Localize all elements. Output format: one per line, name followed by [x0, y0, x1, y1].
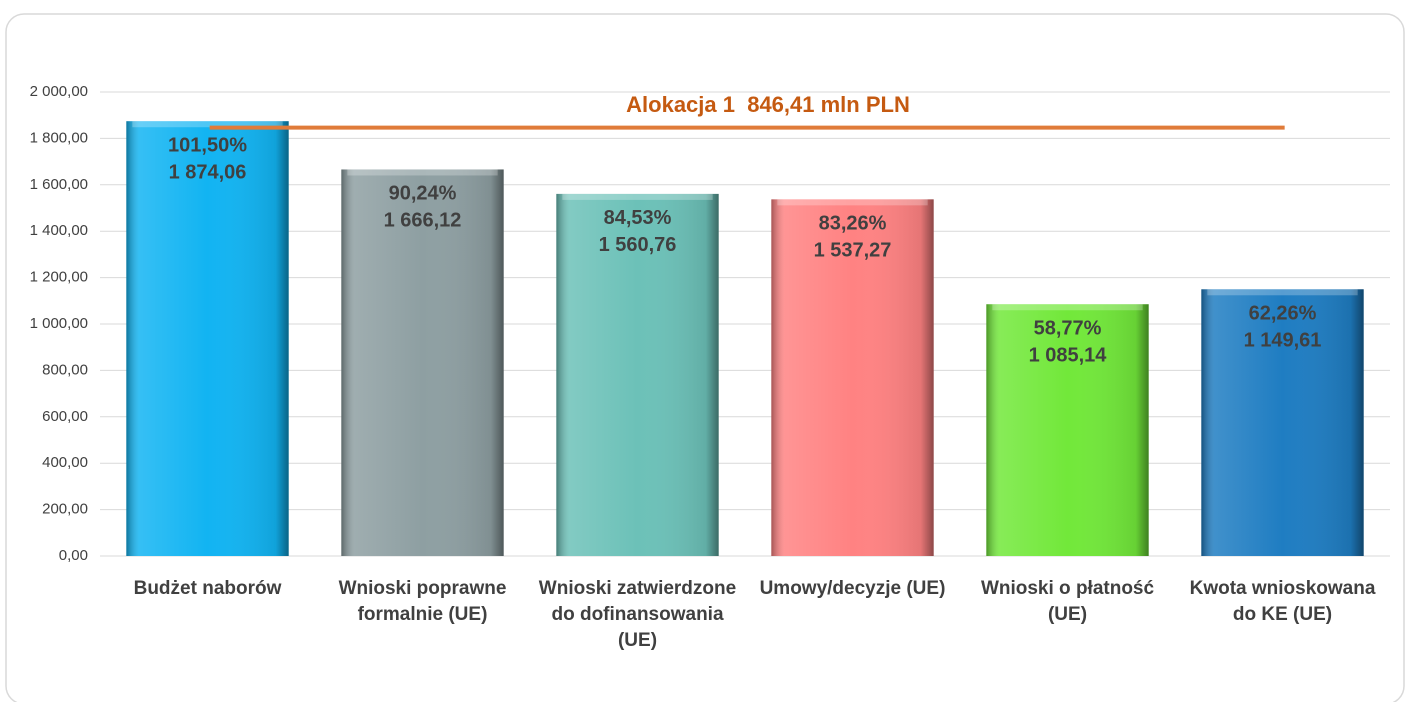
bar-shade [126, 121, 289, 556]
value-label: 1 666,12 [384, 210, 462, 232]
bar-top-highlight [347, 169, 498, 176]
annotation: Alokacja 1 846,41 mln PLN [626, 92, 910, 117]
bar-top-highlight [132, 121, 283, 128]
y-tick-label: 800,00 [42, 361, 88, 378]
percentage-label: 83,26% [819, 213, 887, 235]
y-tick-label: 1 800,00 [30, 129, 88, 146]
y-tick-label: 1 000,00 [30, 315, 88, 332]
y-tick-label: 600,00 [42, 408, 88, 425]
percentage-label: 84,53% [604, 207, 672, 229]
y-tick-label: 0,00 [59, 547, 88, 564]
value-label: 1 560,76 [599, 234, 677, 256]
chart-frame [5, 13, 1405, 702]
value-label: 1 085,14 [1029, 345, 1108, 367]
percentage-label: 90,24% [389, 183, 457, 205]
percentage-label: 101,50% [168, 134, 247, 156]
y-tick-label: 1 600,00 [30, 176, 88, 193]
x-tick-label: Wnioski poprawne formalnie (UE) [338, 578, 507, 625]
bar-shade [1201, 289, 1364, 556]
y-tick-label: 1 200,00 [30, 269, 88, 286]
y-tick-label: 1 400,00 [30, 222, 88, 239]
value-label: 1 149,61 [1244, 330, 1322, 352]
bar-shade [771, 199, 934, 556]
y-tick-label: 2 000,00 [30, 83, 88, 100]
x-tick-label: Wnioski o płatność (UE) [980, 578, 1155, 625]
y-tick-label: 400,00 [42, 454, 88, 471]
percentage-label: 62,26% [1249, 303, 1317, 325]
bar-top-highlight [777, 199, 928, 206]
x-tick-label: Wnioski zatwierdzone do dofinansowania (… [538, 578, 737, 651]
x-tick-label: Umowy/decyzje (UE) [759, 578, 946, 599]
bar-shade [556, 193, 719, 556]
bar-top-highlight [992, 304, 1143, 311]
bar-top-highlight [1207, 289, 1358, 296]
bar-shade [986, 304, 1149, 556]
value-label: 1 874,06 [169, 161, 247, 183]
x-tick-label: Budżet naborów [133, 578, 282, 599]
bar-shade [341, 169, 504, 557]
value-label: 1 537,27 [814, 240, 892, 262]
x-tick-label: Kwota wnioskowana do KE (UE) [1189, 578, 1376, 625]
bar-top-highlight [562, 193, 713, 200]
percentage-label: 58,77% [1034, 318, 1102, 340]
y-tick-label: 200,00 [42, 501, 88, 518]
